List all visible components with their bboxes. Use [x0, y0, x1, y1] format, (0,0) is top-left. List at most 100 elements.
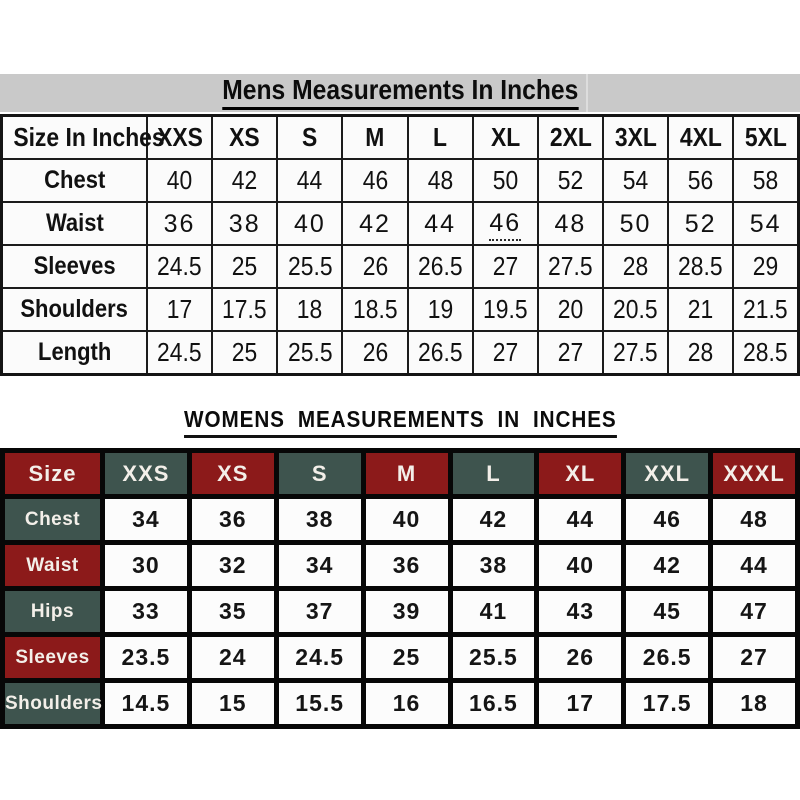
size-header-cell: S — [276, 114, 344, 160]
value-cell: 47 — [708, 586, 800, 637]
size-header-cell: L — [406, 114, 474, 160]
measurement-row: Chest 34 36 38 40 42 44 46 48 — [0, 494, 800, 545]
womens-table-body: Chest 34 36 38 40 42 44 46 48 Waist 30 32 34 36 38 40 42… — [0, 494, 800, 729]
row-label-cell: Chest — [0, 494, 105, 545]
value-cell: 35 — [186, 586, 279, 637]
value-cell: 56 — [667, 158, 735, 203]
value-cell: 18 — [708, 678, 800, 729]
value-cell: 26 — [341, 330, 409, 376]
value-cell: 16 — [360, 678, 453, 729]
value-cell: 24 — [186, 632, 279, 683]
value-cell: 54 — [601, 158, 670, 203]
size-header-cell: L — [447, 448, 540, 499]
value-cell: 26 — [341, 244, 409, 289]
value-cell: 44 — [406, 201, 474, 246]
size-header-cell: XXS — [145, 114, 214, 160]
value-cell: 34 — [100, 494, 192, 545]
size-header-cell: M — [341, 114, 409, 160]
value-cell: 42 — [447, 494, 540, 545]
value-cell: 41 — [447, 586, 540, 637]
measurement-row: Hips 33 35 37 39 41 43 45 47 — [0, 586, 800, 637]
value-cell: 45 — [621, 586, 714, 637]
value-cell: 36 — [145, 201, 214, 246]
top-whitespace — [0, 0, 800, 74]
value-cell: 46 — [621, 494, 714, 545]
value-cell: 30 — [100, 540, 192, 591]
value-cell: 26 — [534, 632, 627, 683]
mens-table-header: Size In Inches XXS XS S M L XL 2XL 3XL 4XL 5XL — [0, 114, 800, 160]
measurement-row: Shoulders 17 17.5 18 18.5 19 19.5 20 20.5 21 21.5 — [0, 287, 800, 332]
value-cell: 38 — [273, 494, 366, 545]
value-cell: 15.5 — [273, 678, 366, 729]
value-cell: 25.5 — [276, 330, 344, 376]
value-cell: 39 — [360, 586, 453, 637]
value-cell: 38 — [211, 201, 279, 246]
measurement-row: Waist 30 32 34 36 38 40 42 44 — [0, 540, 800, 591]
row-label-cell: Shoulders — [0, 678, 105, 729]
value-cell: 48 — [536, 201, 604, 246]
value-cell: 28.5 — [732, 330, 800, 376]
mens-table-body: Chest 40 42 44 46 48 50 52 54 56 58 Waist 36 38 40 42 44… — [0, 158, 800, 376]
value-cell: 44 — [276, 158, 344, 203]
value-cell: 20.5 — [601, 287, 670, 332]
value-cell: 19 — [406, 287, 474, 332]
value-cell: 15 — [186, 678, 279, 729]
value-cell: 25.5 — [276, 244, 344, 289]
row-label-cell: Sleeves — [0, 632, 105, 683]
row-label-cell: Hips — [0, 586, 105, 637]
value-cell: 23.5 — [100, 632, 192, 683]
value-cell: 27 — [536, 330, 604, 376]
value-cell: 26.5 — [406, 244, 474, 289]
value-cell: 40 — [534, 540, 627, 591]
value-cell: 48 — [708, 494, 800, 545]
value-cell: 17 — [534, 678, 627, 729]
value-cell: 26.5 — [621, 632, 714, 683]
womens-table-header: Size XXS XS S M L XL XXL XXXL — [0, 448, 800, 499]
row-label-cell: Shoulders — [0, 287, 148, 332]
size-header-cell: 5XL — [732, 114, 800, 160]
value-cell: 18.5 — [341, 287, 409, 332]
value-cell: 20 — [536, 287, 604, 332]
corner-header-cell: Size In Inches — [0, 114, 165, 160]
value-cell: 17 — [145, 287, 214, 332]
row-label-cell: Chest — [0, 158, 148, 203]
value-cell: 52 — [667, 201, 735, 246]
value-cell: 32 — [186, 540, 279, 591]
value-cell: 37 — [273, 586, 366, 637]
size-header-cell: XXL — [621, 448, 714, 499]
value-cell: 24.5 — [145, 244, 214, 289]
row-label-cell: Waist — [0, 201, 148, 246]
value-cell: 40 — [145, 158, 214, 203]
value-cell: 28.5 — [667, 244, 735, 289]
value-cell: 58 — [732, 158, 800, 203]
value-cell: 17.5 — [621, 678, 714, 729]
value-cell: 26.5 — [406, 330, 474, 376]
value-cell: 42 — [211, 158, 279, 203]
mens-table-title: Mens Measurements In Inches — [221, 76, 579, 110]
size-header-cell: M — [360, 448, 453, 499]
value-cell: 17.5 — [211, 287, 279, 332]
value-cell: 52 — [536, 158, 604, 203]
value-cell: 14.5 — [100, 678, 192, 729]
value-cell: 27 — [471, 330, 539, 376]
mens-size-table: Size In Inches XXS XS S M L XL 2XL 3XL 4XL 5XL Che… — [0, 114, 800, 376]
value-cell: 25 — [211, 330, 279, 376]
value-cell: 27.5 — [601, 330, 670, 376]
value-cell: 50 — [601, 201, 670, 246]
size-header-cell: 3XL — [601, 114, 670, 160]
value-cell: 54 — [732, 201, 800, 246]
measurement-row: Sleeves 24.5 25 25.5 26 26.5 27 27.5 28 28.5 29 — [0, 244, 800, 289]
value-cell: 29 — [732, 244, 800, 289]
header-row: Size XXS XS S M L XL XXL XXXL — [0, 448, 800, 499]
value-cell: 40 — [276, 201, 344, 246]
value-cell: 43 — [534, 586, 627, 637]
value-cell: 27 — [471, 244, 539, 289]
value-cell: 46 — [471, 201, 539, 246]
size-header-cell: XS — [186, 448, 279, 499]
header-row: Size In Inches XXS XS S M L XL 2XL 3XL 4XL 5XL — [0, 114, 800, 160]
womens-title-wrap: WOMENS MEASUREMENTS IN INCHES — [0, 408, 800, 438]
size-header-cell: S — [273, 448, 366, 499]
value-cell: 24.5 — [273, 632, 366, 683]
measurement-row: Waist 36 38 40 42 44 46 48 50 52 54 — [0, 201, 800, 246]
